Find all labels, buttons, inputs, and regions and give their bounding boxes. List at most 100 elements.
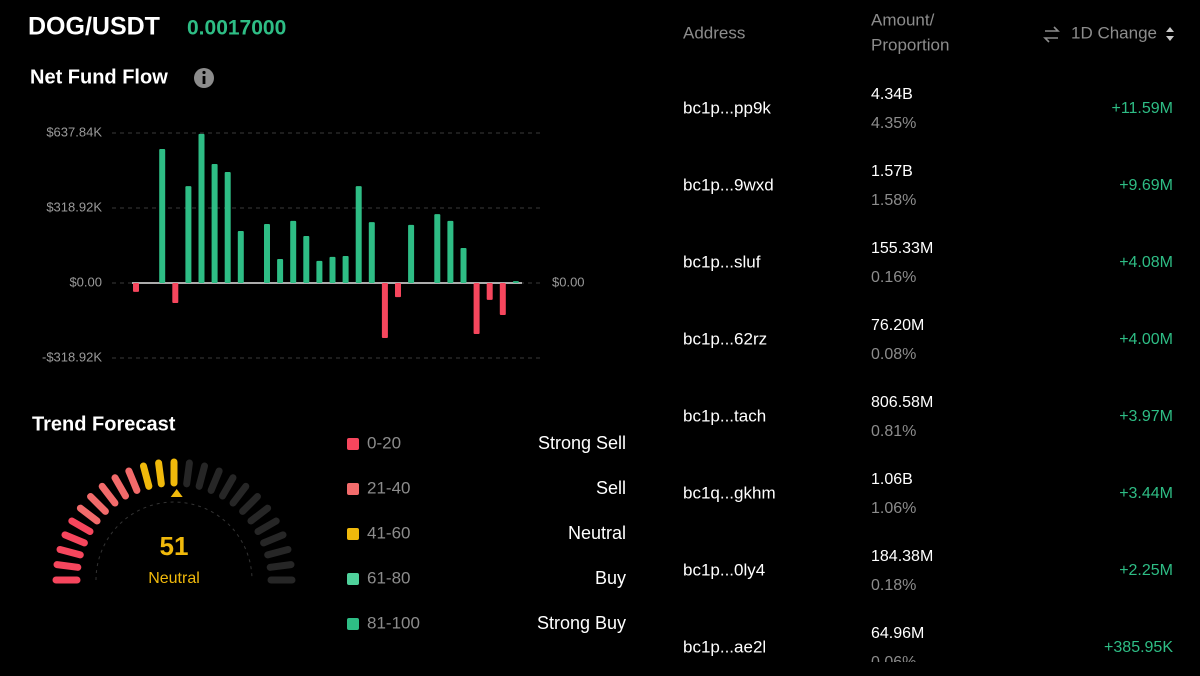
bar [277, 259, 284, 283]
gauge-segment [219, 474, 237, 500]
table-row[interactable]: bc1p...9wxd 1.57B 1.58% +9.69M [683, 163, 1173, 209]
change: +385.95K [1104, 639, 1173, 656]
gauge-segment [254, 517, 280, 535]
info-icon[interactable] [194, 68, 214, 88]
gauge-title: Trend Forecast [32, 413, 176, 435]
bar [512, 281, 519, 283]
legend-swatch [347, 483, 359, 495]
bar [434, 214, 441, 283]
y-tick-label: $318.92K [46, 199, 102, 214]
legend-range: 21-40 [367, 478, 410, 497]
address: bc1p...0ly4 [683, 560, 765, 579]
bar [211, 164, 218, 283]
swap-arrow [1043, 37, 1058, 43]
bar [408, 224, 415, 283]
bar [290, 220, 297, 283]
table-row[interactable]: bc1p...62rz 76.20M 0.08% +4.00M [683, 317, 1173, 363]
gauge-segment [207, 467, 223, 494]
bar [133, 283, 139, 292]
gauge-segment [264, 545, 292, 559]
table-row[interactable]: bc1p...sluf 155.33M 0.16% +4.08M [683, 240, 1173, 286]
legend-label: Buy [595, 568, 626, 588]
gauge-inner-arc [95, 501, 253, 581]
bar [447, 220, 454, 283]
gauge-segment [239, 493, 261, 515]
table-row[interactable]: bc1q...gkhm 1.06B 1.06% +3.44M [683, 471, 1173, 517]
address: bc1p...pp9k [683, 98, 771, 117]
amount: 64.96M [871, 625, 924, 642]
amount: 184.38M [871, 548, 933, 565]
bar [395, 283, 401, 298]
bar [172, 283, 179, 303]
proportion: 1.58% [871, 192, 916, 209]
gauge-segment [98, 482, 119, 507]
change: +11.59M [1111, 100, 1173, 117]
change: +3.97M [1119, 408, 1173, 425]
bar [198, 133, 205, 283]
gauge-segment [125, 467, 141, 494]
legend-label: Neutral [568, 523, 626, 543]
legend-swatch [347, 528, 359, 540]
gauge-value: 51 [160, 531, 189, 561]
bar [342, 255, 349, 283]
proportion: 4.35% [871, 115, 916, 132]
amount: 1.57B [871, 163, 913, 180]
pair: DOG/USDT [28, 13, 160, 41]
y-tick-label: $0.00 [69, 274, 102, 289]
proportion: 0.18% [871, 577, 916, 594]
proportion: 0.81% [871, 423, 916, 440]
bar [473, 283, 480, 335]
chart-title: Net Fund Flow [30, 66, 168, 88]
legend-swatch [347, 618, 359, 630]
info-bar [202, 76, 206, 84]
proportion: 1.06% [871, 500, 916, 517]
gauge-segment [87, 493, 109, 515]
bar [185, 186, 192, 283]
table-row[interactable]: bc1p...tach 806.58M 0.81% +3.97M [683, 394, 1173, 440]
gauge-segment [56, 545, 84, 559]
info-dot [202, 70, 206, 75]
swap-arrow [1045, 26, 1060, 32]
table-row[interactable]: bc1p...0ly4 184.38M 0.18% +2.25M [683, 548, 1173, 594]
header-proportion[interactable]: Proportion [871, 35, 949, 54]
gauge-segment [195, 462, 209, 490]
y-tick-label: -$318.92K [42, 349, 102, 364]
bar [264, 223, 270, 283]
legend-label: Strong Sell [538, 433, 626, 453]
address: bc1p...62rz [683, 329, 767, 348]
bar [368, 222, 375, 283]
legend-range: 41-60 [367, 523, 410, 542]
legend-range: 81-100 [367, 613, 420, 632]
table-row[interactable]: bc1p...pp9k 4.34B 4.35% +11.59M [683, 86, 1173, 132]
gauge-segment [155, 459, 165, 488]
bar [460, 247, 467, 283]
gauge-segment [260, 531, 287, 547]
gauge-segment [111, 474, 129, 500]
bar [355, 186, 362, 283]
gauge-segment [61, 531, 88, 547]
header-amount[interactable]: Amount/ [871, 10, 935, 29]
proportion: 0.08% [871, 346, 916, 363]
sort-icon[interactable] [1166, 27, 1174, 41]
gauge-segment [53, 561, 82, 571]
gauge-label: Neutral [148, 570, 200, 587]
bar [486, 283, 493, 300]
gauge-segment [76, 504, 101, 525]
gauge-segment [266, 561, 295, 571]
swap-icon[interactable] [1043, 26, 1060, 43]
bar [237, 231, 244, 283]
header-address[interactable]: Address [683, 23, 745, 42]
legend-label: Strong Buy [537, 613, 626, 633]
amount: 1.06B [871, 471, 913, 488]
amount: 155.33M [871, 240, 933, 257]
change: +4.08M [1119, 254, 1173, 271]
address: bc1p...tach [683, 406, 766, 425]
address: bc1p...ae2l [683, 637, 766, 656]
change: +2.25M [1119, 562, 1173, 579]
header-change[interactable]: 1D Change [1071, 23, 1157, 42]
address: bc1p...9wxd [683, 175, 774, 194]
address: bc1p...sluf [683, 252, 761, 271]
